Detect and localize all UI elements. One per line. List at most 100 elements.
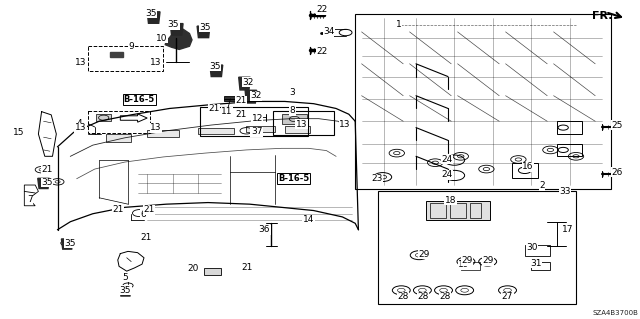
Text: 21: 21 xyxy=(208,104,220,113)
Text: 35: 35 xyxy=(41,178,52,187)
Bar xyxy=(557,144,582,156)
Text: 12: 12 xyxy=(252,115,263,123)
Text: B-16-5: B-16-5 xyxy=(278,174,309,183)
Bar xyxy=(470,203,481,218)
Text: 13: 13 xyxy=(296,120,307,129)
Text: 37: 37 xyxy=(251,127,262,136)
Polygon shape xyxy=(245,90,257,103)
Text: 35: 35 xyxy=(209,62,221,71)
Polygon shape xyxy=(210,65,223,77)
Bar xyxy=(461,262,480,270)
Text: B-16-5: B-16-5 xyxy=(124,95,155,104)
Text: 31: 31 xyxy=(530,259,541,268)
Text: 29: 29 xyxy=(419,250,430,259)
Polygon shape xyxy=(165,29,192,49)
Text: 3: 3 xyxy=(290,88,295,97)
Text: 6: 6 xyxy=(141,210,146,219)
Bar xyxy=(525,245,550,256)
Text: 20: 20 xyxy=(187,264,198,273)
Text: 25: 25 xyxy=(611,121,623,130)
Bar xyxy=(512,163,538,178)
Text: 19: 19 xyxy=(458,260,470,269)
Text: 10: 10 xyxy=(156,34,168,43)
Polygon shape xyxy=(38,178,49,189)
Polygon shape xyxy=(197,26,210,38)
Text: 5: 5 xyxy=(123,273,128,282)
Text: 26: 26 xyxy=(611,168,623,177)
Text: 18: 18 xyxy=(445,196,456,204)
Polygon shape xyxy=(120,114,147,122)
Text: 28: 28 xyxy=(397,292,409,301)
Text: 21: 21 xyxy=(112,205,124,214)
Text: 7: 7 xyxy=(28,195,33,204)
Text: 36: 36 xyxy=(259,225,270,234)
Bar xyxy=(224,96,236,101)
Text: 21: 21 xyxy=(235,110,246,119)
Polygon shape xyxy=(147,12,160,23)
Text: 21: 21 xyxy=(41,165,52,174)
Text: 11: 11 xyxy=(221,107,233,116)
Text: 4: 4 xyxy=(76,119,82,128)
Text: 22: 22 xyxy=(316,5,328,14)
Text: 32: 32 xyxy=(243,78,254,87)
Bar xyxy=(426,201,490,220)
Bar xyxy=(200,107,308,136)
Text: 1: 1 xyxy=(396,20,401,29)
Text: 35: 35 xyxy=(120,286,131,295)
Text: 29: 29 xyxy=(482,256,493,265)
Text: 17: 17 xyxy=(562,225,573,234)
Text: 35: 35 xyxy=(64,239,76,248)
Text: 21: 21 xyxy=(140,233,152,242)
Polygon shape xyxy=(61,239,73,249)
Text: SZA4B3700B: SZA4B3700B xyxy=(593,310,639,316)
Polygon shape xyxy=(120,286,131,296)
Text: 14: 14 xyxy=(303,215,314,224)
Bar xyxy=(355,14,611,189)
Text: 35: 35 xyxy=(168,20,179,29)
Text: 22: 22 xyxy=(316,48,328,56)
Text: 35: 35 xyxy=(145,9,157,18)
Text: 35: 35 xyxy=(199,23,211,32)
Bar xyxy=(531,262,550,270)
Text: 29: 29 xyxy=(461,256,473,265)
Text: 30: 30 xyxy=(526,243,538,252)
Bar xyxy=(430,203,446,218)
Bar xyxy=(273,111,334,135)
Text: 24: 24 xyxy=(441,170,452,179)
Bar xyxy=(96,114,111,121)
Bar xyxy=(106,134,131,142)
Text: 21: 21 xyxy=(241,263,253,272)
Text: 33: 33 xyxy=(559,187,571,196)
Text: FR.: FR. xyxy=(592,11,612,21)
Bar xyxy=(198,128,234,134)
Text: 34: 34 xyxy=(323,27,335,36)
Text: 8: 8 xyxy=(290,106,295,115)
Text: 24: 24 xyxy=(441,155,452,164)
Bar xyxy=(204,268,221,275)
Text: 13: 13 xyxy=(150,58,162,67)
Text: 2: 2 xyxy=(540,181,545,190)
Text: 9: 9 xyxy=(129,42,134,51)
Text: 28: 28 xyxy=(439,292,451,301)
Text: 13: 13 xyxy=(150,123,162,132)
Bar xyxy=(285,126,310,133)
Polygon shape xyxy=(110,52,123,57)
Bar xyxy=(88,46,163,71)
Polygon shape xyxy=(239,77,250,90)
Text: 32: 32 xyxy=(250,91,262,100)
Bar xyxy=(557,121,582,134)
Text: 23: 23 xyxy=(371,174,383,183)
Text: 16: 16 xyxy=(522,162,534,171)
Bar xyxy=(450,203,466,218)
Text: 27: 27 xyxy=(502,292,513,301)
Text: 28: 28 xyxy=(417,292,429,301)
Text: 13: 13 xyxy=(75,123,86,132)
Bar xyxy=(88,111,150,133)
Bar xyxy=(147,130,179,137)
Bar xyxy=(246,126,275,132)
Text: 15: 15 xyxy=(13,128,24,137)
Bar xyxy=(282,114,307,124)
Text: 13: 13 xyxy=(339,120,351,129)
Text: 21: 21 xyxy=(143,205,155,214)
Text: 13: 13 xyxy=(75,58,86,67)
